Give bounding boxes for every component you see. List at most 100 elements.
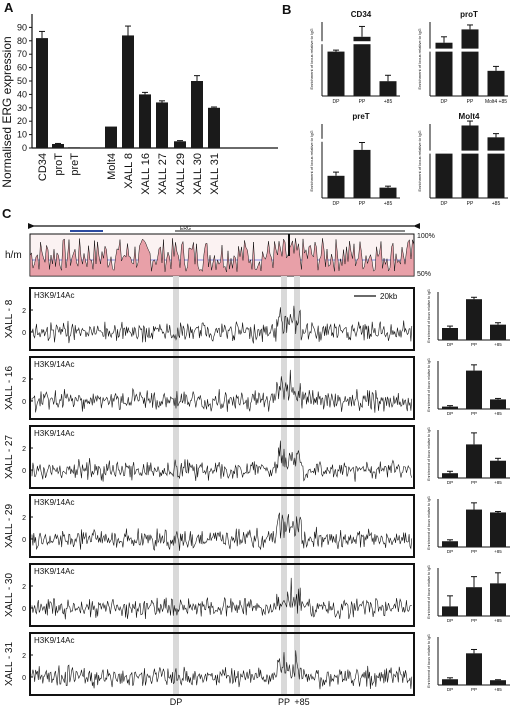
small-chart-bar (490, 399, 506, 409)
gene-label-erg: ERG (180, 226, 191, 232)
small-chart-ylabel: Enrichment of locus relative to IgG (427, 496, 431, 550)
panel-b-category-label: DP (441, 201, 449, 207)
panel-a-bar (191, 81, 203, 148)
panel-b-bar (435, 152, 453, 198)
track-signal (31, 305, 413, 344)
panel-b-bar (353, 149, 371, 198)
small-chart-bar (466, 509, 482, 547)
small-chart-bar (442, 679, 458, 685)
panel-b-category-label: +85 (384, 99, 393, 105)
track-frame (29, 287, 415, 351)
panel-a-bar (156, 102, 168, 148)
panel-a-ytick-label: 0 (22, 143, 27, 153)
panel-a-category-label: XALL 16 (140, 153, 152, 195)
small-chart-bar (490, 324, 506, 340)
panel-b-title: CD34 (351, 10, 372, 19)
panel-a-category-label: XALL 8 (123, 153, 135, 189)
track-signal (31, 577, 412, 620)
small-chart-category-label: +85 (494, 687, 502, 692)
small-chart-bar (466, 444, 482, 478)
track-ytick-0: 0 (22, 606, 26, 613)
panel-b-ylabel: Enrichment of locus relative to IgG (309, 130, 314, 191)
panel-b-bar (461, 29, 479, 96)
panel-a-bar-chart: Normalised ERG expression 0 10 20 30 40 50 60 7… (0, 14, 278, 195)
panel-a-ytick-label: 80 (17, 36, 27, 46)
panel-a-ytick-label: 10 (17, 130, 27, 140)
panel-a-category-label: preT (69, 153, 81, 176)
small-chart-bar (490, 460, 506, 478)
track-mark-label: H3K9/14Ac (34, 360, 74, 369)
small-chart-category-label: +85 (494, 618, 502, 623)
panel-label-a: A (4, 0, 14, 15)
small-chart-category-label: DP (447, 618, 453, 623)
panel-a-bar (139, 94, 151, 148)
panel-b-category-label: PP (359, 201, 366, 207)
highlight-stripe (294, 276, 300, 696)
small-chart-category-label: +85 (494, 480, 502, 485)
conservation-ylabel: h/m (5, 250, 22, 261)
panel-b-axis-break (319, 41, 397, 45)
panel-a-ytick-label: 60 (17, 63, 27, 73)
panel-a-bar (208, 107, 220, 148)
track-ytick-2: 2 (22, 515, 26, 522)
panel-a-ytick-label: 20 (17, 116, 27, 126)
panel-b-category-label: PP (467, 99, 474, 105)
track-signal (31, 512, 413, 551)
highlight-stripe (173, 276, 179, 696)
panel-a-bar (105, 126, 117, 148)
track-frame (29, 494, 415, 558)
panel-a-bar (174, 141, 186, 148)
conservation-profile (29, 238, 415, 277)
panel-b-bar (487, 137, 505, 198)
track-sample-label: XALL - 16 (4, 366, 15, 411)
panel-b-axis-break (427, 150, 505, 154)
small-chart-ylabel: Enrichment of locus relative to IgG (427, 634, 431, 688)
small-chart-bar (442, 328, 458, 340)
panel-b-ylabel: Enrichment of locus relative to IgG (417, 130, 422, 191)
small-chart-category-label: PP (471, 687, 477, 692)
small-chart-category-label: PP (471, 342, 477, 347)
conservation-ytick-bottom: 50% (417, 271, 431, 278)
locus-right-arrow (413, 223, 420, 229)
panel-b-chip-charts: CD34 Enrichment of locus relative to IgG D… (309, 10, 508, 207)
track-sample-label: XALL - 27 (4, 435, 15, 480)
panel-b-ylabel: Enrichment of locus relative to IgG (309, 28, 314, 89)
panel-b-category-label: +85 (384, 201, 393, 207)
panel-a-category-label: XALL 29 (175, 153, 187, 195)
small-chart-bar (442, 541, 458, 547)
small-chart-ylabel: Enrichment of locus relative to IgG (427, 289, 431, 343)
small-chart-category-label: PP (471, 480, 477, 485)
small-chart-category-label: PP (471, 618, 477, 623)
small-chart-category-label: +85 (494, 549, 502, 554)
small-chart-category-label: DP (447, 549, 453, 554)
panel-label-c: C (2, 206, 12, 221)
track-mark-label: H3K9/14Ac (34, 291, 74, 300)
small-chart-bar (466, 370, 482, 409)
panel-b-category-label: DP (333, 99, 341, 105)
track-ytick-0: 0 (22, 468, 26, 475)
panel-a-category-label: XALL 31 (209, 153, 221, 195)
panel-b-category-label: DP (441, 99, 449, 105)
panel-b-title: proT (460, 10, 478, 19)
track-mark-label: H3K9/14Ac (34, 567, 74, 576)
track-ytick-2: 2 (22, 377, 26, 384)
track-mark-label: H3K9/14Ac (34, 498, 74, 507)
panel-a-ylabel: Normalised ERG expression (0, 36, 14, 187)
track-frame (29, 425, 415, 489)
track-signal (31, 440, 413, 482)
panel-b-bar (327, 175, 345, 198)
panel-b-bar (461, 125, 479, 198)
panel-b-title: preT (352, 112, 369, 121)
locus-left-arrow (28, 223, 35, 229)
panel-a-category-label: XALL 30 (192, 153, 204, 195)
panel-a-category-label: Molt4 (106, 153, 118, 180)
track-ytick-2: 2 (22, 446, 26, 453)
track-frame (29, 632, 415, 696)
small-chart-category-label: DP (447, 480, 453, 485)
conservation-ytick-top: 100% (417, 233, 435, 240)
small-chart-bar (466, 653, 482, 685)
panel-a-ytick-label: 90 (17, 22, 27, 32)
track-sample-label: XALL - 30 (4, 573, 15, 618)
small-chart-bar (466, 587, 482, 616)
